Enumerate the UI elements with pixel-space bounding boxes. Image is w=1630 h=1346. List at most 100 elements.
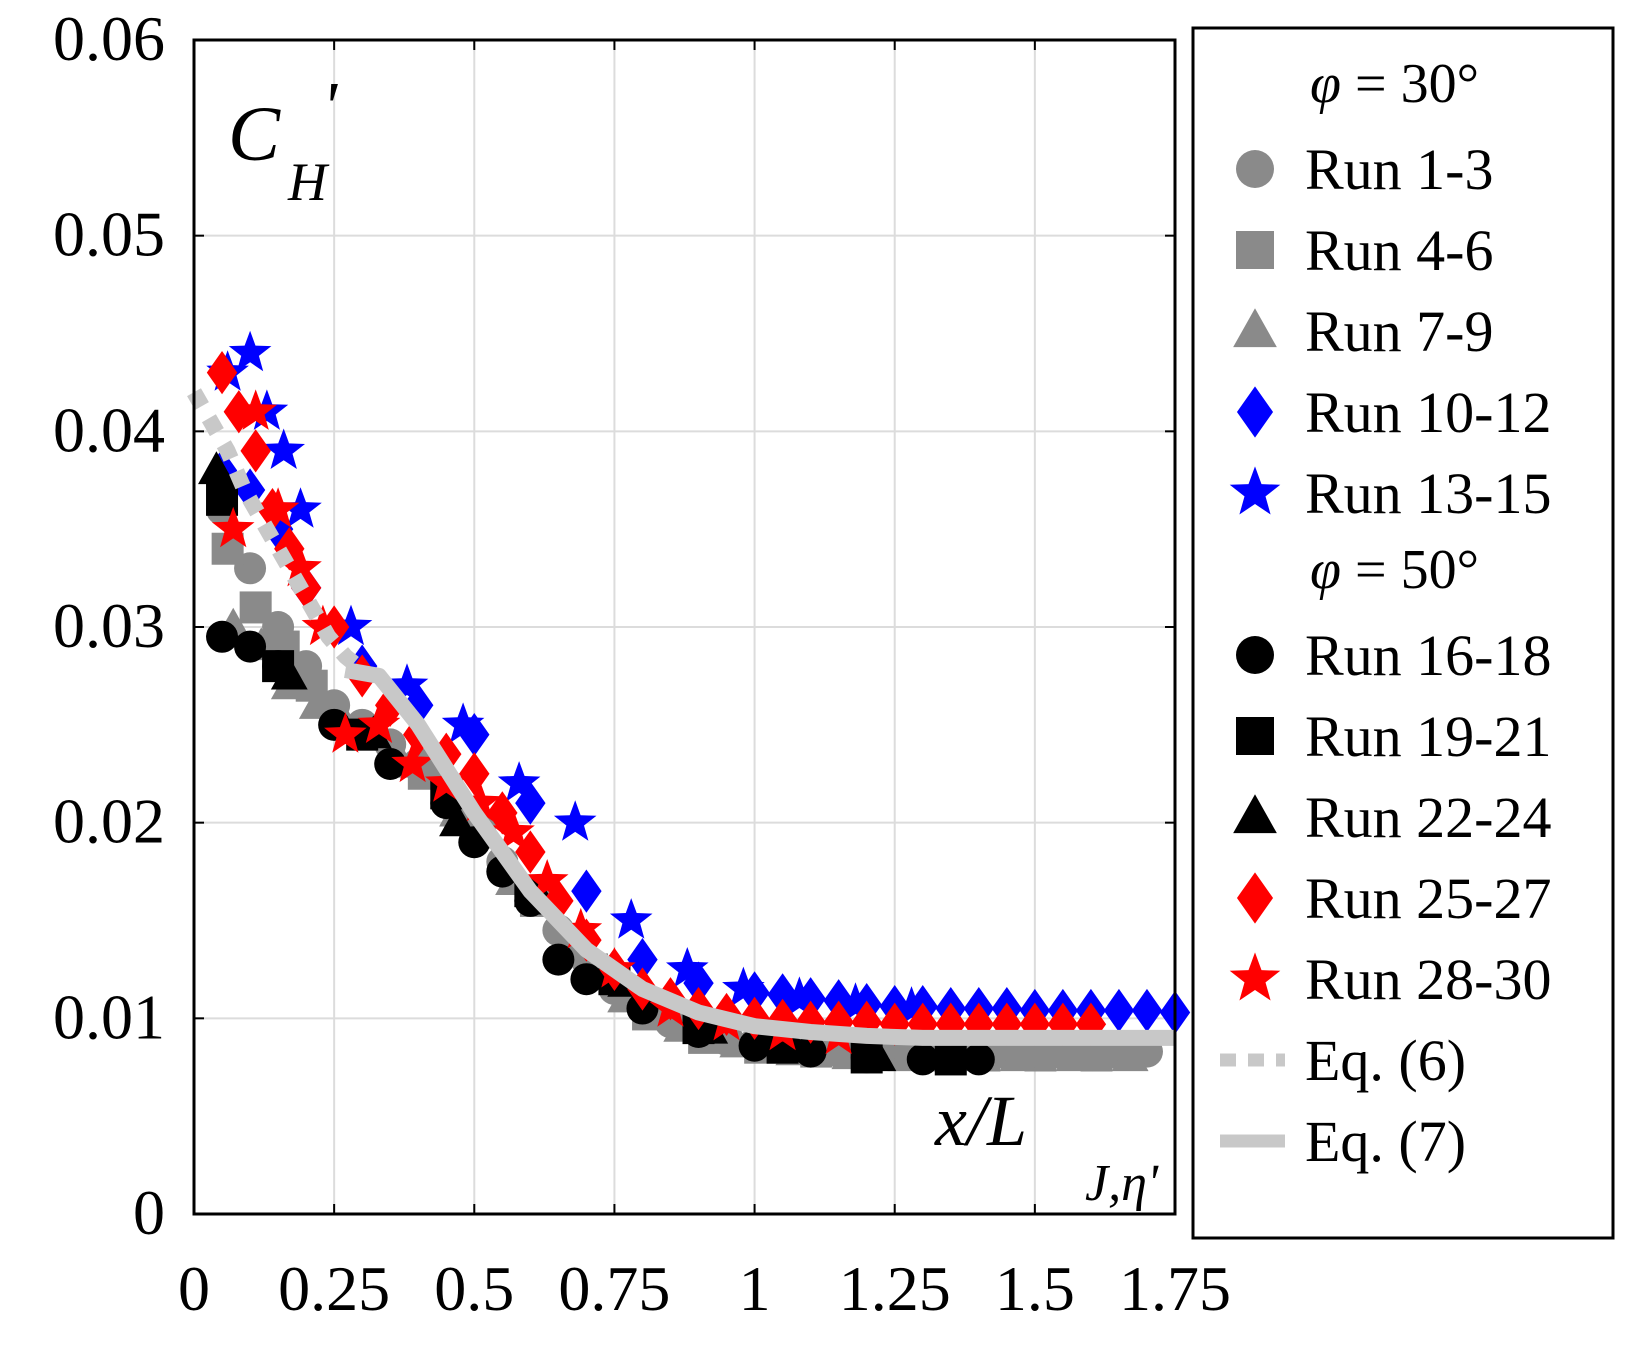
legend-item: Run 1-3 — [1236, 137, 1494, 202]
legend-box — [1191, 26, 1615, 1240]
data-point — [609, 898, 653, 939]
data-point — [492, 810, 535, 851]
data-point — [211, 506, 255, 548]
data-point — [778, 976, 821, 1017]
legend-marker-square — [1236, 231, 1274, 269]
data-point — [239, 591, 272, 624]
data-point — [240, 429, 271, 473]
legend-item: Run 19-21 — [1236, 704, 1552, 769]
data-point — [525, 859, 569, 900]
x-axis-label: x/L J,η' — [934, 1081, 1159, 1212]
data-point — [206, 620, 239, 653]
legend-label: Run 28-30 — [1305, 947, 1552, 1012]
legend-group-header: φ = 30° — [1310, 53, 1479, 115]
plot-frame — [192, 38, 1177, 1216]
data-point — [262, 428, 305, 469]
x-tick-label: 1.25 — [839, 1253, 951, 1324]
y-tick-label: 0 — [133, 1177, 165, 1248]
data-point — [234, 389, 277, 430]
data-point — [890, 986, 933, 1027]
data-point — [571, 869, 602, 913]
data-point — [1111, 1038, 1149, 1072]
x-tick-label: 1.5 — [995, 1253, 1075, 1324]
data-point — [851, 1000, 882, 1044]
legend-marker-circle — [1236, 636, 1274, 674]
y-axis-label: C H ' — [228, 69, 338, 212]
y-tick-label: 0.01 — [53, 981, 165, 1052]
legend-label: Run 1-3 — [1305, 137, 1494, 202]
data-point — [497, 761, 541, 802]
y-axis-ticks: 0 0.01 0.02 0.03 0.04 0.05 0.06 — [53, 3, 1175, 1248]
data-point — [324, 712, 367, 753]
legend-marker-triangle — [1233, 308, 1277, 348]
data-point — [1131, 988, 1163, 1033]
legend-label: Run 13-15 — [1305, 461, 1552, 526]
data-point — [301, 604, 345, 646]
data-point — [559, 907, 603, 949]
legend-item: Run 7-9 — [1233, 299, 1494, 364]
data-point — [385, 663, 429, 704]
data-series — [187, 330, 1191, 1076]
legend-item: Run 4-6 — [1236, 218, 1494, 283]
data-point — [666, 947, 709, 988]
data-point — [374, 747, 407, 780]
legend-item: Run 25-27 — [1236, 866, 1552, 931]
data-point — [270, 656, 308, 690]
legend-marker-star — [1229, 952, 1281, 1001]
legend-marker-diamond — [1236, 386, 1274, 438]
y-tick-label: 0.03 — [53, 590, 165, 661]
data-point — [553, 800, 597, 841]
data-point — [228, 330, 272, 372]
x-axis-label-sub: J,η' — [1085, 1155, 1159, 1212]
legend-label: Run 10-12 — [1305, 380, 1552, 445]
y-axis-label-sub: H — [287, 152, 330, 212]
data-point — [962, 1043, 995, 1076]
series-line-eq-7- — [344, 662, 1175, 1046]
data-point — [906, 1043, 939, 1076]
x-tick-label: 1 — [739, 1253, 771, 1324]
data-point — [279, 487, 322, 528]
data-point — [1103, 988, 1135, 1033]
y-axis-label-prime: ' — [322, 69, 338, 146]
data-point — [934, 1043, 967, 1076]
legend-item: Run 22-24 — [1233, 785, 1552, 850]
legend-item: Run 13-15 — [1229, 461, 1552, 526]
data-point — [234, 630, 267, 663]
legend-label: Run 25-27 — [1305, 866, 1552, 931]
legend-marker-star — [1229, 466, 1281, 515]
data-point — [859, 1038, 897, 1072]
data-point — [722, 966, 765, 1008]
data-point — [298, 686, 336, 719]
legend-label: Run 19-21 — [1305, 704, 1552, 769]
data-point — [999, 1038, 1037, 1072]
legend-marker-diamond — [1236, 872, 1274, 924]
data-point — [357, 702, 401, 743]
legend-marker-square — [1236, 717, 1274, 755]
y-tick-label: 0.05 — [53, 199, 165, 270]
x-tick-label: 0.5 — [434, 1253, 514, 1324]
legend-label: Run 22-24 — [1305, 785, 1552, 850]
x-axis-label-main: x/L — [934, 1081, 1027, 1161]
legend-label: Run 7-9 — [1305, 299, 1494, 364]
legend-item: Eq. (7) — [1220, 1109, 1466, 1174]
data-point — [391, 741, 434, 783]
x-tick-label: 1.75 — [1119, 1253, 1231, 1324]
data-point — [441, 702, 485, 743]
x-tick-label: 0 — [178, 1253, 210, 1324]
legend-header-text: φ = 30° — [1310, 53, 1479, 115]
legend-group-header: φ = 50° — [1310, 539, 1479, 601]
y-tick-label: 0.06 — [53, 3, 165, 74]
data-point — [738, 1029, 771, 1062]
data-point — [256, 487, 300, 528]
data-point — [458, 780, 502, 822]
legend-label: Run 16-18 — [1305, 623, 1552, 688]
legend-item: Run 10-12 — [1236, 380, 1552, 445]
legend-item: Run 28-30 — [1229, 947, 1552, 1012]
x-tick-label: 0.25 — [278, 1253, 390, 1324]
legend-marker-circle — [1236, 150, 1274, 188]
legend-item: Run 16-18 — [1236, 623, 1552, 688]
data-point — [627, 938, 658, 982]
y-tick-label: 0.02 — [53, 786, 165, 857]
legend-item: Eq. (6) — [1220, 1028, 1466, 1093]
